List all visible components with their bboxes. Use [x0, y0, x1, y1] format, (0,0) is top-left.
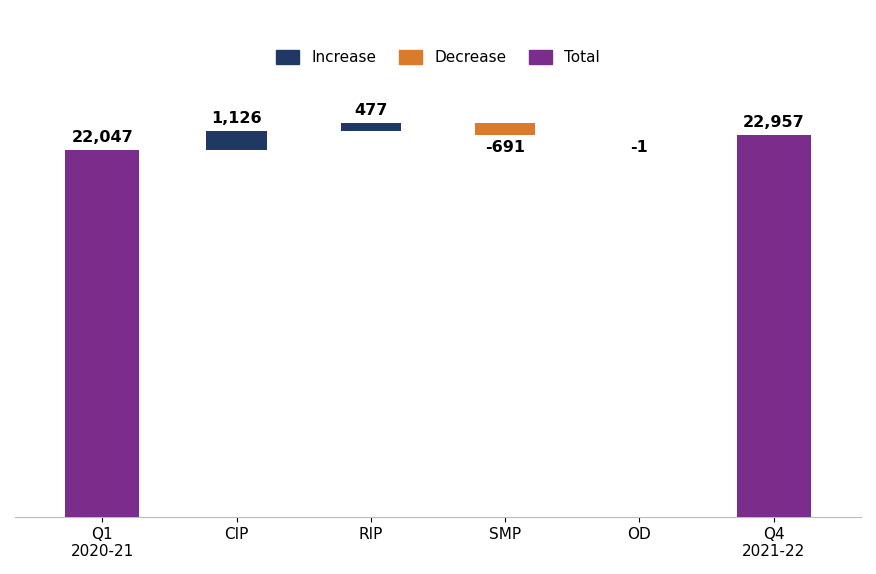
- Bar: [207, 131, 267, 150]
- Bar: [341, 123, 401, 131]
- Bar: [66, 150, 139, 517]
- Bar: [737, 135, 810, 517]
- Text: 22,047: 22,047: [72, 130, 133, 145]
- Text: -691: -691: [485, 140, 525, 155]
- Bar: [475, 123, 535, 135]
- Text: 477: 477: [354, 103, 387, 118]
- Legend: Increase, Decrease, Total: Increase, Decrease, Total: [270, 44, 606, 71]
- Text: -1: -1: [631, 140, 648, 155]
- Text: 1,126: 1,126: [211, 111, 262, 126]
- Text: 22,957: 22,957: [743, 114, 804, 130]
